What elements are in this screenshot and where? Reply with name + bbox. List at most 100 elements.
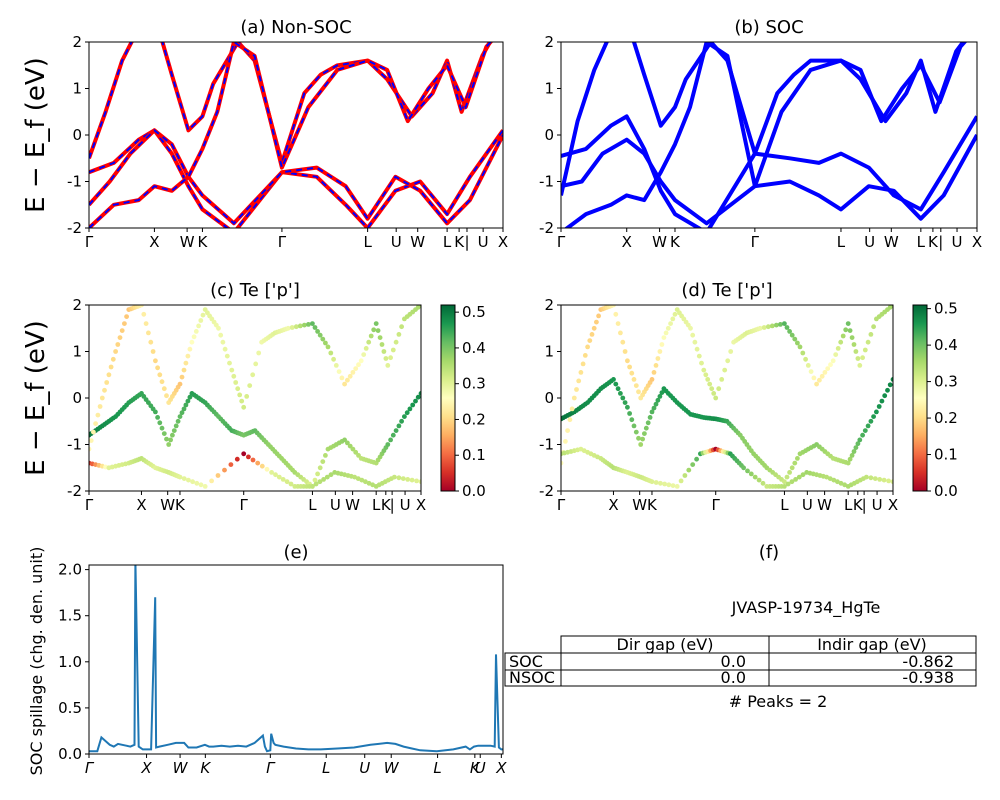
- projection-point: [95, 412, 101, 418]
- projection-point: [405, 477, 411, 482]
- xtick-label: U: [864, 233, 875, 251]
- panel-e-title: (e): [283, 542, 308, 563]
- projection-point: [209, 478, 215, 484]
- projection-point: [659, 342, 665, 347]
- xtick-label: U: [359, 759, 370, 777]
- projection-point: [297, 323, 303, 329]
- projection-point: [682, 473, 688, 478]
- xtick-label: W: [632, 496, 647, 514]
- peaks-count: # Peaks = 2: [729, 692, 828, 711]
- projection-point: [269, 470, 274, 475]
- projection-point: [200, 312, 206, 318]
- projection-point: [860, 355, 865, 361]
- projection-point: [769, 323, 775, 329]
- projection-point: [179, 410, 185, 416]
- ytick-label: -1: [67, 436, 82, 454]
- projection-point: [218, 332, 224, 338]
- projection-point: [890, 377, 893, 382]
- xtick-label: K: [853, 496, 864, 514]
- projection-point: [785, 481, 791, 487]
- projection-point: [789, 479, 795, 485]
- ytick-label: 1: [72, 80, 82, 98]
- projection-point: [117, 335, 123, 340]
- xtick-label: W: [884, 233, 899, 251]
- projection-point: [102, 387, 107, 393]
- projection-point: [782, 321, 787, 326]
- projection-point: [215, 473, 221, 478]
- xtick-label: Γ: [278, 233, 287, 251]
- projection-point: [761, 325, 767, 330]
- projection-point: [342, 381, 347, 387]
- panel-d-colorbar: [912, 304, 928, 492]
- projection-point: [339, 375, 345, 381]
- projection-point: [153, 409, 158, 415]
- projection-point: [183, 360, 189, 366]
- projection-point: [797, 344, 803, 350]
- projection-point: [653, 363, 659, 368]
- projection-point: [409, 477, 415, 483]
- projection-point: [179, 374, 185, 380]
- projection-point: [803, 356, 808, 362]
- projection-point: [719, 377, 725, 382]
- ytick-label: -2: [67, 482, 82, 500]
- projection-point: [571, 395, 577, 401]
- panel-f-title: (f): [759, 542, 779, 563]
- projection-point: [187, 346, 193, 352]
- projection-point: [851, 342, 857, 347]
- projection-point: [373, 321, 379, 326]
- projection-point: [722, 367, 728, 373]
- projection-point: [97, 404, 103, 409]
- projection-point: [418, 305, 421, 308]
- projection-point: [227, 360, 232, 366]
- projection-point: [622, 400, 628, 405]
- projection-point: [833, 352, 839, 357]
- xtick-label: U: [475, 759, 486, 777]
- xtick-label: X: [888, 496, 898, 514]
- projection-point: [317, 479, 323, 485]
- projection-point: [146, 330, 151, 336]
- projection-point: [159, 379, 165, 385]
- projection-point: [855, 441, 861, 447]
- xtick-label: L: [837, 233, 846, 251]
- projection-point: [825, 366, 831, 371]
- projection-point: [173, 423, 179, 429]
- projection-point: [872, 476, 878, 481]
- projection-point: [620, 395, 626, 401]
- projection-point: [231, 373, 237, 379]
- projection-point: [324, 474, 330, 480]
- projection-point: [881, 477, 887, 483]
- projection-point: [164, 393, 169, 399]
- xtick-label: U: [952, 233, 963, 251]
- projection-point: [636, 389, 641, 395]
- projection-point: [399, 324, 404, 330]
- table-row-nsoc-label: NSOC: [509, 668, 555, 687]
- colorbar-tick-label: 0.0: [934, 482, 958, 500]
- projection-point: [659, 390, 665, 395]
- middle-ylabel: E − E_f (eV): [21, 320, 51, 476]
- projection-point: [865, 423, 871, 429]
- projection-point: [396, 475, 402, 481]
- projection-point: [787, 470, 792, 475]
- xtick-label: Γ: [85, 496, 94, 514]
- table-row-soc-indir: -0.862: [902, 652, 954, 671]
- projection-point: [694, 456, 699, 462]
- projection-point: [418, 391, 421, 396]
- projection-point: [784, 325, 790, 330]
- projection-point: [651, 405, 657, 411]
- projection-point: [835, 346, 841, 351]
- projection-point: [725, 358, 731, 364]
- projection-point: [381, 349, 387, 354]
- xtick-label: K: [928, 233, 939, 251]
- colorbar-tick-label: 0.0: [462, 482, 486, 500]
- ytick-label: 2: [72, 296, 82, 314]
- projection-point: [678, 478, 684, 484]
- projection-point: [792, 336, 798, 342]
- colorbar-tick-label: 0.4: [934, 336, 958, 354]
- xtick-label: Γ: [266, 759, 276, 777]
- projection-point: [285, 325, 291, 331]
- projection-point: [155, 365, 161, 371]
- projection-point: [216, 325, 221, 331]
